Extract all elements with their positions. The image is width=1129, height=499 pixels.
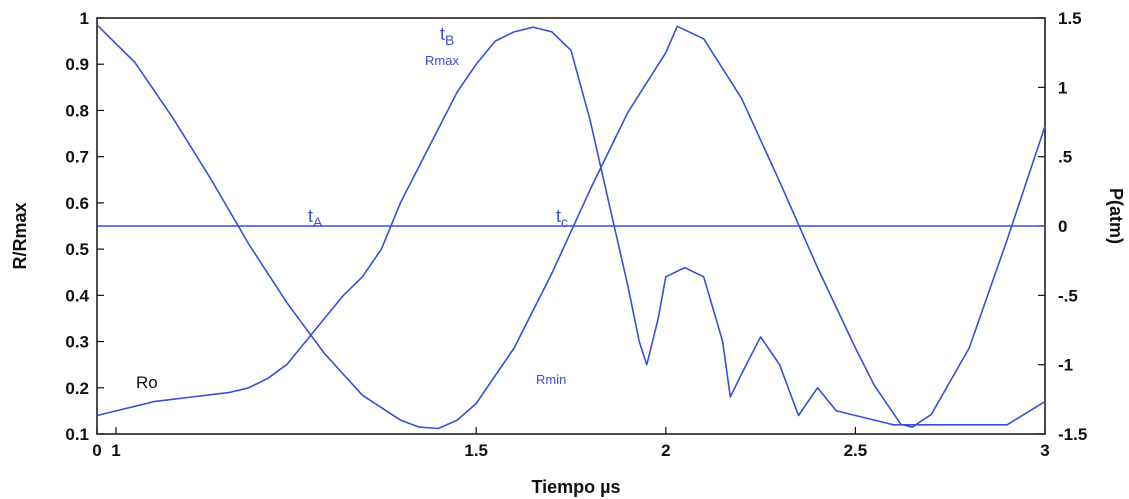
annotation-ro: Ro (136, 373, 158, 392)
annotation-t-a: tA (308, 206, 323, 230)
x-tick-label: 2 (661, 441, 670, 460)
y-right-tick-label: -1.5 (1058, 425, 1087, 444)
annotation-rmax: Rmax (425, 53, 459, 68)
y-left-tick-label: 0.5 (65, 240, 89, 259)
y-right-tick-label: -.5 (1058, 286, 1078, 305)
y-left-tick-label: 0.4 (65, 286, 89, 305)
y-right-tick-label: -1 (1058, 356, 1073, 375)
series-r-rmax-line (96, 26, 1046, 426)
y-left-tick-label: 0.2 (65, 379, 89, 398)
y-right-tick-label: 1.5 (1058, 9, 1082, 28)
y-right-axis-title: P(atm) (1106, 188, 1126, 244)
y-left-tick-label: 0.9 (65, 55, 89, 74)
x-tick-label: 0 (92, 441, 101, 460)
series-pressure-line (96, 24, 1046, 430)
y-left-tick-label: 0.6 (65, 194, 89, 213)
axes: 0.10.20.30.40.50.60.70.80.91-1.5-1-.50.5… (10, 9, 1126, 497)
x-tick-label: 3 (1040, 441, 1049, 460)
y-left-axis-title: R/Rmax (10, 202, 30, 269)
x-axis-title: Tiempo µs (531, 477, 620, 497)
y-right-tick-label: 1 (1058, 78, 1067, 97)
annotation-t-c: tc (556, 206, 568, 230)
y-left-tick-label: 0.3 (65, 333, 89, 352)
annotation-rmin: Rmin (536, 372, 566, 387)
x-tick-label: 1.5 (464, 441, 488, 460)
y-right-tick-label: .5 (1058, 148, 1072, 167)
x-tick-label: 1 (111, 441, 120, 460)
annotations: tA tB tc Rmax Rmin Ro (136, 24, 568, 392)
annotation-t-b: tB (440, 24, 454, 48)
y-left-tick-label: 0.8 (65, 101, 89, 120)
y-right-tick-label: 0 (1058, 217, 1067, 236)
y-left-tick-label: 0.1 (65, 425, 89, 444)
x-tick-label: 2.5 (844, 441, 868, 460)
y-left-tick-label: 0.7 (65, 148, 89, 167)
y-left-tick-label: 1 (80, 9, 89, 28)
series-layer (96, 24, 1046, 430)
